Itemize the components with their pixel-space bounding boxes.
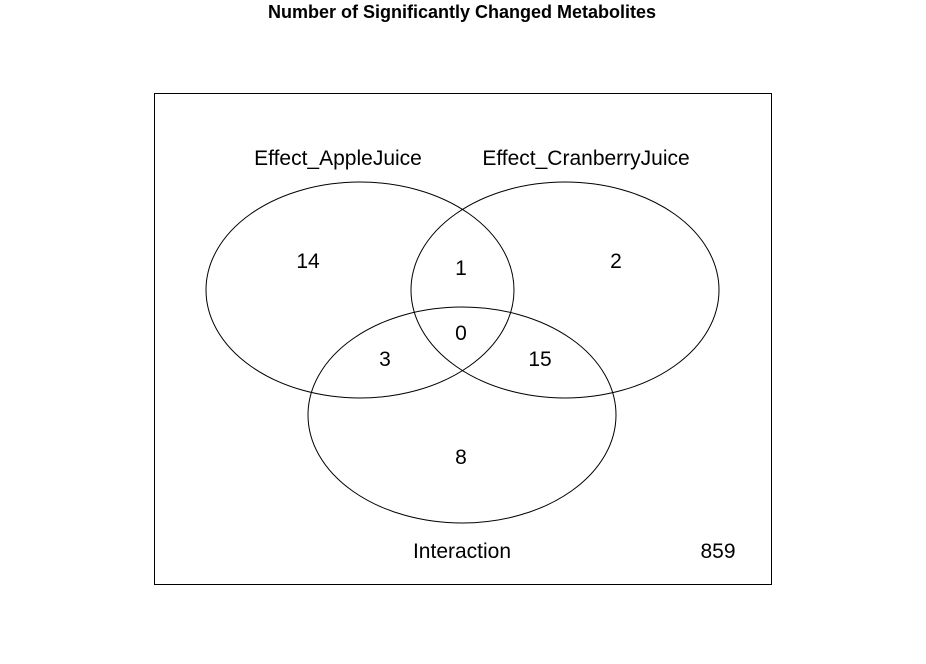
region-count-apple-only: 14 [296, 250, 320, 273]
set-label-apple: Effect_AppleJuice [254, 147, 422, 170]
region-count-apple-cranberry: 1 [455, 257, 467, 280]
region-count-cranberry-interaction: 15 [528, 348, 551, 371]
set-circle-cranberry [410, 181, 720, 399]
set-circle-interaction [307, 306, 617, 524]
region-count-outside: 859 [700, 540, 735, 563]
region-count-interaction-only: 8 [455, 446, 467, 469]
region-count-cranberry-only: 2 [610, 250, 622, 273]
region-count-all-three: 0 [455, 322, 467, 345]
set-label-interaction: Interaction [413, 540, 511, 563]
set-label-cranberry: Effect_CranberryJuice [482, 147, 689, 170]
universe-box [154, 93, 772, 585]
set-circle-apple [205, 181, 515, 399]
region-count-apple-interaction: 3 [379, 348, 391, 371]
diagram-title: Number of Significantly Changed Metaboli… [268, 2, 656, 22]
